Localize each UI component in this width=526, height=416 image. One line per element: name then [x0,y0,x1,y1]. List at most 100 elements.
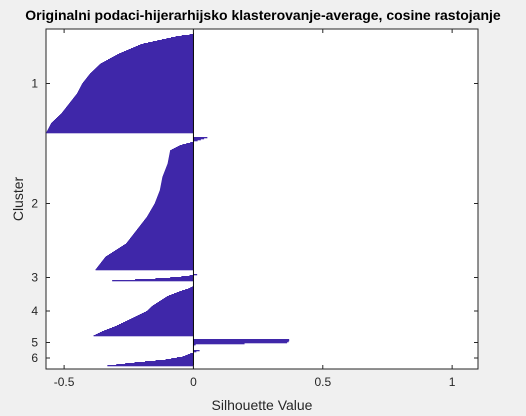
silhouette-bar [156,199,194,201]
silhouette-bar [152,207,194,209]
silhouette-bar [155,200,194,202]
cluster-6-bars [107,350,200,367]
silhouette-bar [142,222,194,224]
silhouette-bar [117,54,194,56]
silhouette-bar [158,194,194,196]
silhouette-bar [155,303,194,305]
silhouette-bar [161,39,194,41]
silhouette-bar [112,252,194,254]
cluster-1-bars [46,34,194,134]
silhouette-bar [93,335,194,337]
silhouette-bar [108,59,194,61]
silhouette-bar [149,212,194,214]
silhouette-bar [47,130,194,132]
silhouette-bar [151,208,194,210]
silhouette-bar [134,362,194,364]
silhouette-bar [143,43,194,45]
silhouette-bar [182,144,194,146]
silhouette-bar [133,47,194,49]
silhouette-bar [135,46,194,48]
silhouette-bar [46,132,194,134]
silhouette-bar [99,64,194,66]
silhouette-bar [155,201,194,203]
silhouette-bar [150,210,194,212]
silhouette-bar [97,267,194,269]
silhouette-bar [193,344,196,346]
silhouette-bar [98,265,194,267]
silhouette-bar [116,249,194,251]
silhouette-bar [193,339,290,341]
silhouette-bar [155,360,194,362]
silhouette-bar [168,157,194,159]
silhouette-bar [137,229,194,231]
silhouette-bar [101,331,194,333]
silhouette-bar [157,302,194,304]
silhouette-bar [189,34,194,36]
silhouette-bar [171,149,194,151]
x-tick-label: -0.5 [54,375,75,389]
silhouette-bar [170,277,194,279]
silhouette-bar [95,334,194,336]
silhouette-bar [48,127,194,129]
silhouette-bar [123,322,194,324]
silhouette-bar [137,315,194,317]
silhouette-bar [164,171,194,173]
silhouette-bar [105,256,194,258]
silhouette-bar [118,248,194,250]
cluster-2-bars [95,137,208,271]
silhouette-bar [102,62,194,64]
silhouette-bar [124,244,194,246]
silhouette-bar [173,148,194,150]
silhouette-bar [100,262,194,264]
silhouette-bar [79,88,194,90]
silhouette-bar [141,313,194,315]
silhouette-bar [72,99,194,101]
silhouette-bar [46,131,194,133]
silhouette-bar [177,146,194,148]
silhouette-bar [164,172,194,174]
silhouette-bar [130,238,194,240]
silhouette-bar [136,230,194,232]
silhouette-bar [166,296,194,298]
silhouette-bar [168,160,194,162]
silhouette-bar [127,241,194,243]
silhouette-bar [130,48,194,50]
silhouette-bar [88,75,194,77]
silhouette-bar [81,85,194,87]
silhouette-bar [121,246,194,248]
silhouette-bar [95,68,194,70]
silhouette-bar [59,115,194,117]
silhouette-bar [193,137,208,139]
silhouette-bar [169,154,194,156]
silhouette-bar [176,292,194,294]
silhouette-bar [129,319,194,321]
silhouette-bar [152,41,194,43]
silhouette-bar [161,183,194,185]
silhouette-bar [126,50,194,52]
silhouette-bar [57,117,194,119]
silhouette-bar [192,286,194,288]
silhouette-bar [76,93,194,95]
silhouette-bar [74,96,194,98]
silhouette-bar [100,63,194,65]
silhouette-bar [193,274,198,276]
silhouette-bar [106,329,194,331]
silhouette-bar [107,255,194,257]
silhouette-bar [151,209,194,211]
silhouette-bar [133,317,194,319]
silhouette-bar [54,119,194,121]
y-tick-label: 6 [31,351,38,365]
silhouette-bar [114,326,194,328]
silhouette-bar [157,195,194,197]
silhouette-bar [157,40,194,42]
silhouette-bar [171,294,194,296]
silhouette-bar [126,242,194,244]
silhouette-bar [163,298,194,300]
silhouette-bar [63,110,194,112]
silhouette-bar [100,263,194,265]
silhouette-bar [157,196,194,198]
silhouette-bar [140,224,194,226]
silhouette-bar [161,179,194,181]
silhouette-bar [156,198,194,200]
silhouette-bar [127,320,194,322]
